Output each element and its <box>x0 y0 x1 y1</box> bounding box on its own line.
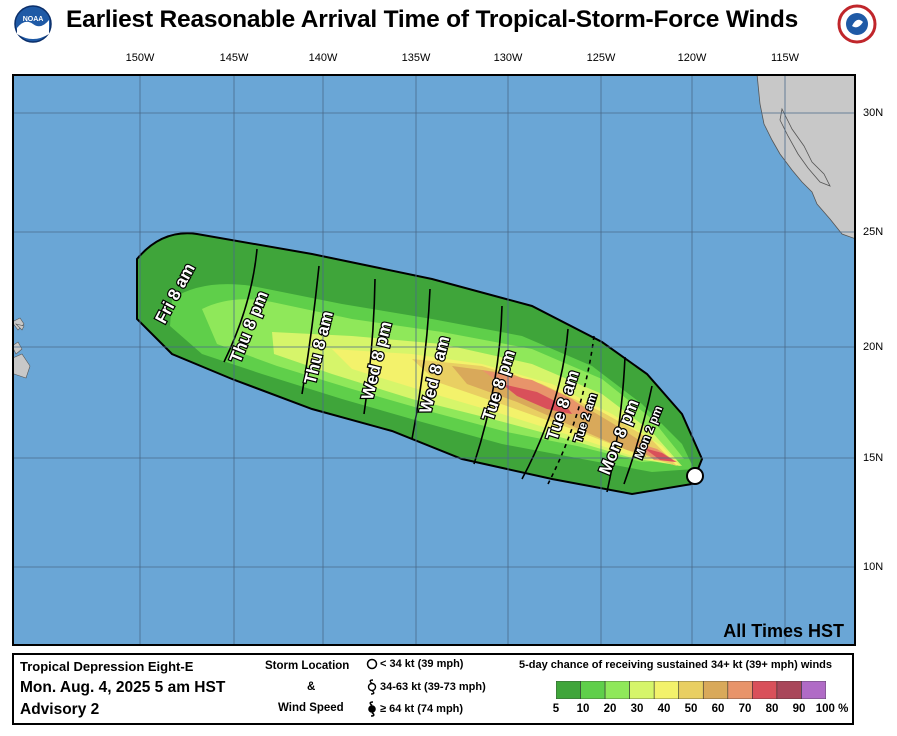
probability-scale-label: 70 <box>738 703 752 715</box>
symbol-label: ≥ 64 kt (74 mph) <box>380 702 464 715</box>
probability-scale-label: 80 <box>765 703 779 715</box>
symbol-label: < 34 kt (39 mph) <box>380 658 464 670</box>
noaa-logo-text: NOAA <box>23 16 44 23</box>
longitude-axis: 150W 145W 140W 135W 130W 125W 120W 115W <box>0 48 897 72</box>
symbol-row-low: < 34 kt (39 mph) <box>366 658 463 670</box>
nws-logo <box>837 4 877 44</box>
title-bar: NOAA Earliest Reasonable Arrival Time of… <box>0 0 897 46</box>
probability-swath <box>137 233 702 494</box>
swath-outline <box>136 232 704 496</box>
latitude-axis: 30N 25N 20N 15N 10N <box>857 74 897 646</box>
advisory-date: Mon. Aug. 4, 2025 5 am HST <box>20 679 226 696</box>
arrival-isochrones <box>223 248 653 493</box>
noaa-logo: NOAA <box>14 5 52 43</box>
lat-lon-grid <box>12 74 856 646</box>
longitude-label: 115W <box>771 52 799 64</box>
probability-scale-label: 60 <box>711 703 725 715</box>
longitude-label: 145W <box>219 52 249 64</box>
latitude-label: 10N <box>863 561 884 573</box>
probability-swatch <box>604 681 630 699</box>
map: Fri 8 am Thu 8 pm Thu 8 am Wed 8 pm Wed … <box>12 74 856 646</box>
symbol-row-hurricane: ≥ 64 kt (74 mph) <box>366 701 463 717</box>
baja-california-land <box>756 74 856 240</box>
latitude-label: 15N <box>863 452 884 464</box>
latitude-label: 25N <box>863 226 884 238</box>
probability-swatch <box>752 681 778 699</box>
probability-title: 5-day chance of receiving sustained 34+ … <box>519 659 832 671</box>
storm-location-title: Storm Location <box>265 660 350 672</box>
symbol-label: 34-63 kt (39-73 mph) <box>380 680 486 693</box>
symbol-row-tropical-storm: 34-63 kt (39-73 mph) <box>366 679 486 695</box>
probability-scale-label: 5 <box>552 703 560 715</box>
longitude-label: 125W <box>586 52 616 64</box>
hurricane-icon <box>368 701 376 717</box>
probability-swatch <box>727 681 753 699</box>
probability-swatch <box>776 681 802 699</box>
probability-scale-label: 90 <box>792 703 806 715</box>
probability-scale-label: 30 <box>630 703 644 715</box>
longitude-label: 140W <box>308 52 338 64</box>
longitude-label: 130W <box>493 52 523 64</box>
wind-speed-title: Wind Speed <box>278 702 344 714</box>
latitude-label: 20N <box>863 341 884 353</box>
probability-swatch <box>702 681 729 699</box>
probability-color-bar <box>556 681 826 699</box>
open-circle-icon <box>366 658 378 670</box>
probability-scale-label: 40 <box>657 703 671 715</box>
longitude-label: 135W <box>401 52 431 64</box>
map-title: Earliest Reasonable Arrival Time of Trop… <box>66 6 799 33</box>
probability-scale-label: 100 % <box>815 703 849 715</box>
probability-scale-label: 20 <box>603 703 617 715</box>
tropical-storm-icon <box>367 679 377 695</box>
ampersand: & <box>307 681 316 693</box>
storm-location-marker <box>686 467 704 485</box>
probability-swatch <box>653 681 680 699</box>
latitude-label: 30N <box>863 107 884 119</box>
advisory-number: Advisory 2 <box>20 701 100 718</box>
storm-name: Tropical Depression Eight-E <box>20 659 194 674</box>
info-footer: Tropical Depression Eight-E Mon. Aug. 4,… <box>12 653 854 725</box>
timezone-note: All Times HST <box>723 621 844 641</box>
probability-scale-label: 50 <box>684 703 698 715</box>
probability-swatch <box>629 681 655 699</box>
probability-swatch <box>580 681 606 699</box>
hawaii-islands <box>12 317 31 379</box>
probability-swatch <box>678 681 704 699</box>
probability-swatch <box>801 681 826 699</box>
probability-swatch <box>556 681 581 699</box>
longitude-label: 120W <box>677 52 707 64</box>
probability-scale-label: 10 <box>576 703 590 715</box>
longitude-label: 150W <box>125 52 155 64</box>
